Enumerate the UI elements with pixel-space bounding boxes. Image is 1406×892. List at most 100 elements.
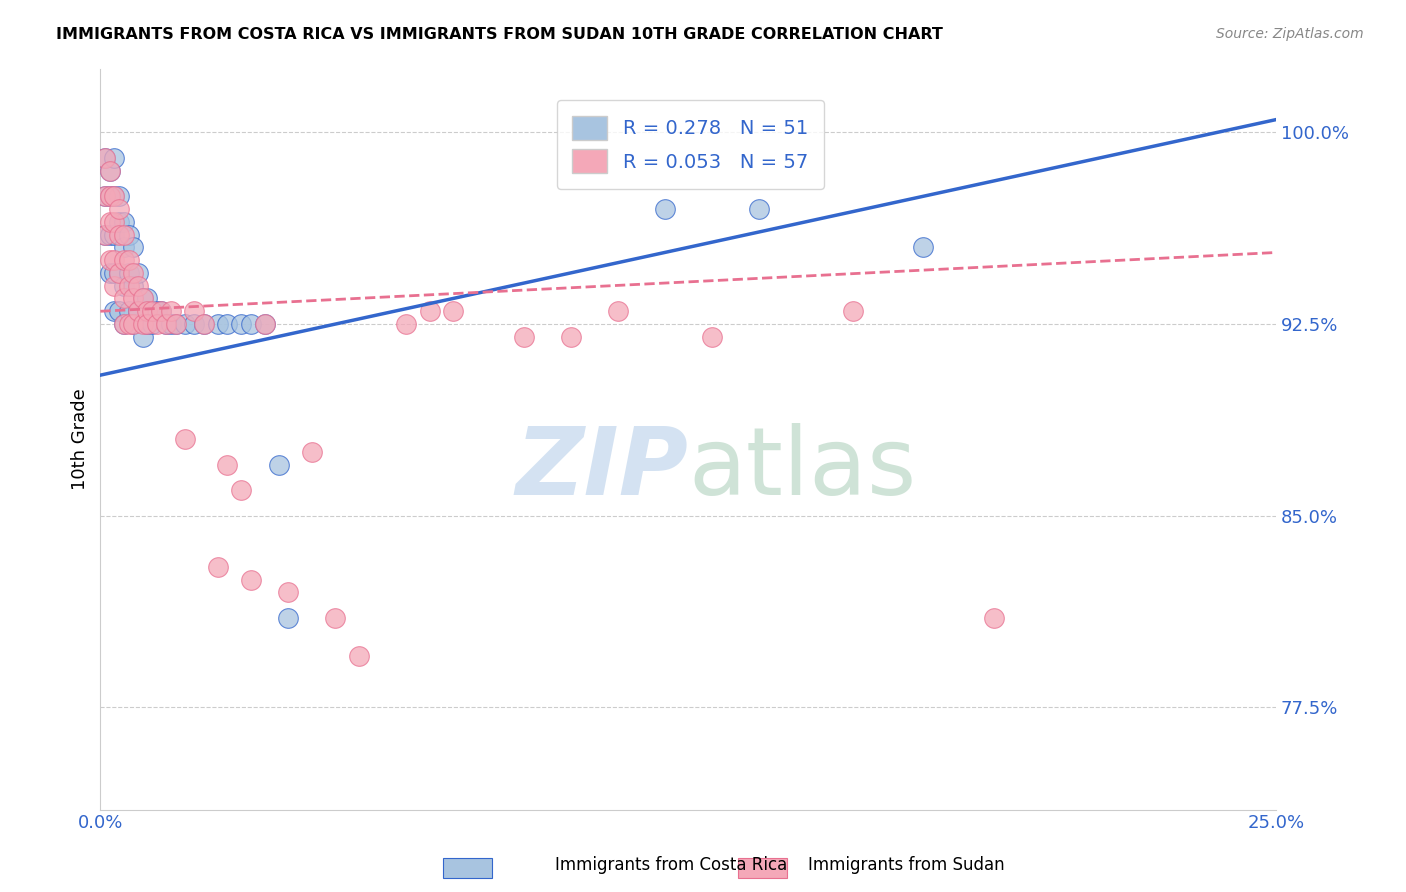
Point <box>94 227 117 242</box>
Point <box>94 189 117 203</box>
Point <box>325 611 347 625</box>
Text: atlas: atlas <box>688 423 917 515</box>
Point <box>112 292 135 306</box>
Point <box>842 304 865 318</box>
Point <box>117 317 139 331</box>
Point <box>103 227 125 242</box>
Point <box>117 266 139 280</box>
Point <box>94 151 117 165</box>
Text: Immigrants from Costa Rica: Immigrants from Costa Rica <box>555 855 787 873</box>
Point <box>418 304 440 318</box>
Point <box>277 585 299 599</box>
Point <box>193 317 215 331</box>
Text: Source: ZipAtlas.com: Source: ZipAtlas.com <box>1216 27 1364 41</box>
Point <box>127 304 149 318</box>
Point <box>136 292 159 306</box>
Point <box>108 266 131 280</box>
Text: Immigrants from Sudan: Immigrants from Sudan <box>808 855 1005 873</box>
Point <box>150 304 173 318</box>
Point <box>912 240 935 254</box>
Point <box>94 151 117 165</box>
Point <box>117 304 139 318</box>
Point <box>103 189 125 203</box>
Point <box>98 253 121 268</box>
Point <box>98 163 121 178</box>
Point <box>207 559 229 574</box>
Point <box>122 266 145 280</box>
Point <box>122 278 145 293</box>
Point <box>112 253 135 268</box>
Point <box>277 611 299 625</box>
Point <box>112 317 135 331</box>
Point <box>94 227 117 242</box>
Point <box>146 304 169 318</box>
Point <box>131 317 153 331</box>
Point <box>108 215 131 229</box>
Point <box>112 227 135 242</box>
Point <box>136 304 159 318</box>
Point <box>560 330 582 344</box>
Point <box>103 189 125 203</box>
Point <box>267 458 290 472</box>
Point <box>122 240 145 254</box>
Point <box>136 317 159 331</box>
Point <box>127 266 149 280</box>
Point <box>127 304 149 318</box>
Point <box>700 330 723 344</box>
Point <box>117 227 139 242</box>
Text: IMMIGRANTS FROM COSTA RICA VS IMMIGRANTS FROM SUDAN 10TH GRADE CORRELATION CHART: IMMIGRANTS FROM COSTA RICA VS IMMIGRANTS… <box>56 27 943 42</box>
Point <box>131 292 153 306</box>
Point <box>654 202 676 216</box>
Point <box>395 317 418 331</box>
Point <box>253 317 276 331</box>
Text: ZIP: ZIP <box>515 423 688 515</box>
Point <box>174 432 197 446</box>
Point <box>108 202 131 216</box>
Point <box>108 189 131 203</box>
Point <box>122 292 145 306</box>
Point <box>103 151 125 165</box>
Point <box>141 304 163 318</box>
Point <box>983 611 1005 625</box>
Point <box>183 304 205 318</box>
Point <box>146 317 169 331</box>
Point <box>127 278 149 293</box>
Point <box>98 163 121 178</box>
Point <box>103 304 125 318</box>
Point <box>98 227 121 242</box>
Point <box>207 317 229 331</box>
Point <box>231 317 253 331</box>
Point <box>217 317 239 331</box>
Point <box>136 317 159 331</box>
Legend: R = 0.278   N = 51, R = 0.053   N = 57: R = 0.278 N = 51, R = 0.053 N = 57 <box>557 101 824 189</box>
Point <box>301 445 323 459</box>
Point <box>606 304 628 318</box>
Point <box>108 304 131 318</box>
Point <box>155 317 177 331</box>
Point <box>103 215 125 229</box>
Point <box>141 317 163 331</box>
Point <box>122 317 145 331</box>
Point <box>748 202 770 216</box>
Point <box>112 240 135 254</box>
Point <box>122 317 145 331</box>
Point <box>441 304 464 318</box>
Point <box>98 215 121 229</box>
Point <box>165 317 187 331</box>
Point <box>231 483 253 497</box>
Point <box>117 253 139 268</box>
Point <box>103 278 125 293</box>
Point <box>103 253 125 268</box>
Y-axis label: 10th Grade: 10th Grade <box>72 388 89 490</box>
Point <box>253 317 276 331</box>
Point <box>108 266 131 280</box>
Point <box>239 573 262 587</box>
Point <box>239 317 262 331</box>
Point <box>131 292 153 306</box>
Point <box>112 317 135 331</box>
Point <box>183 317 205 331</box>
Point <box>112 215 135 229</box>
Point <box>108 227 131 242</box>
Point <box>155 317 177 331</box>
Point <box>174 317 197 331</box>
